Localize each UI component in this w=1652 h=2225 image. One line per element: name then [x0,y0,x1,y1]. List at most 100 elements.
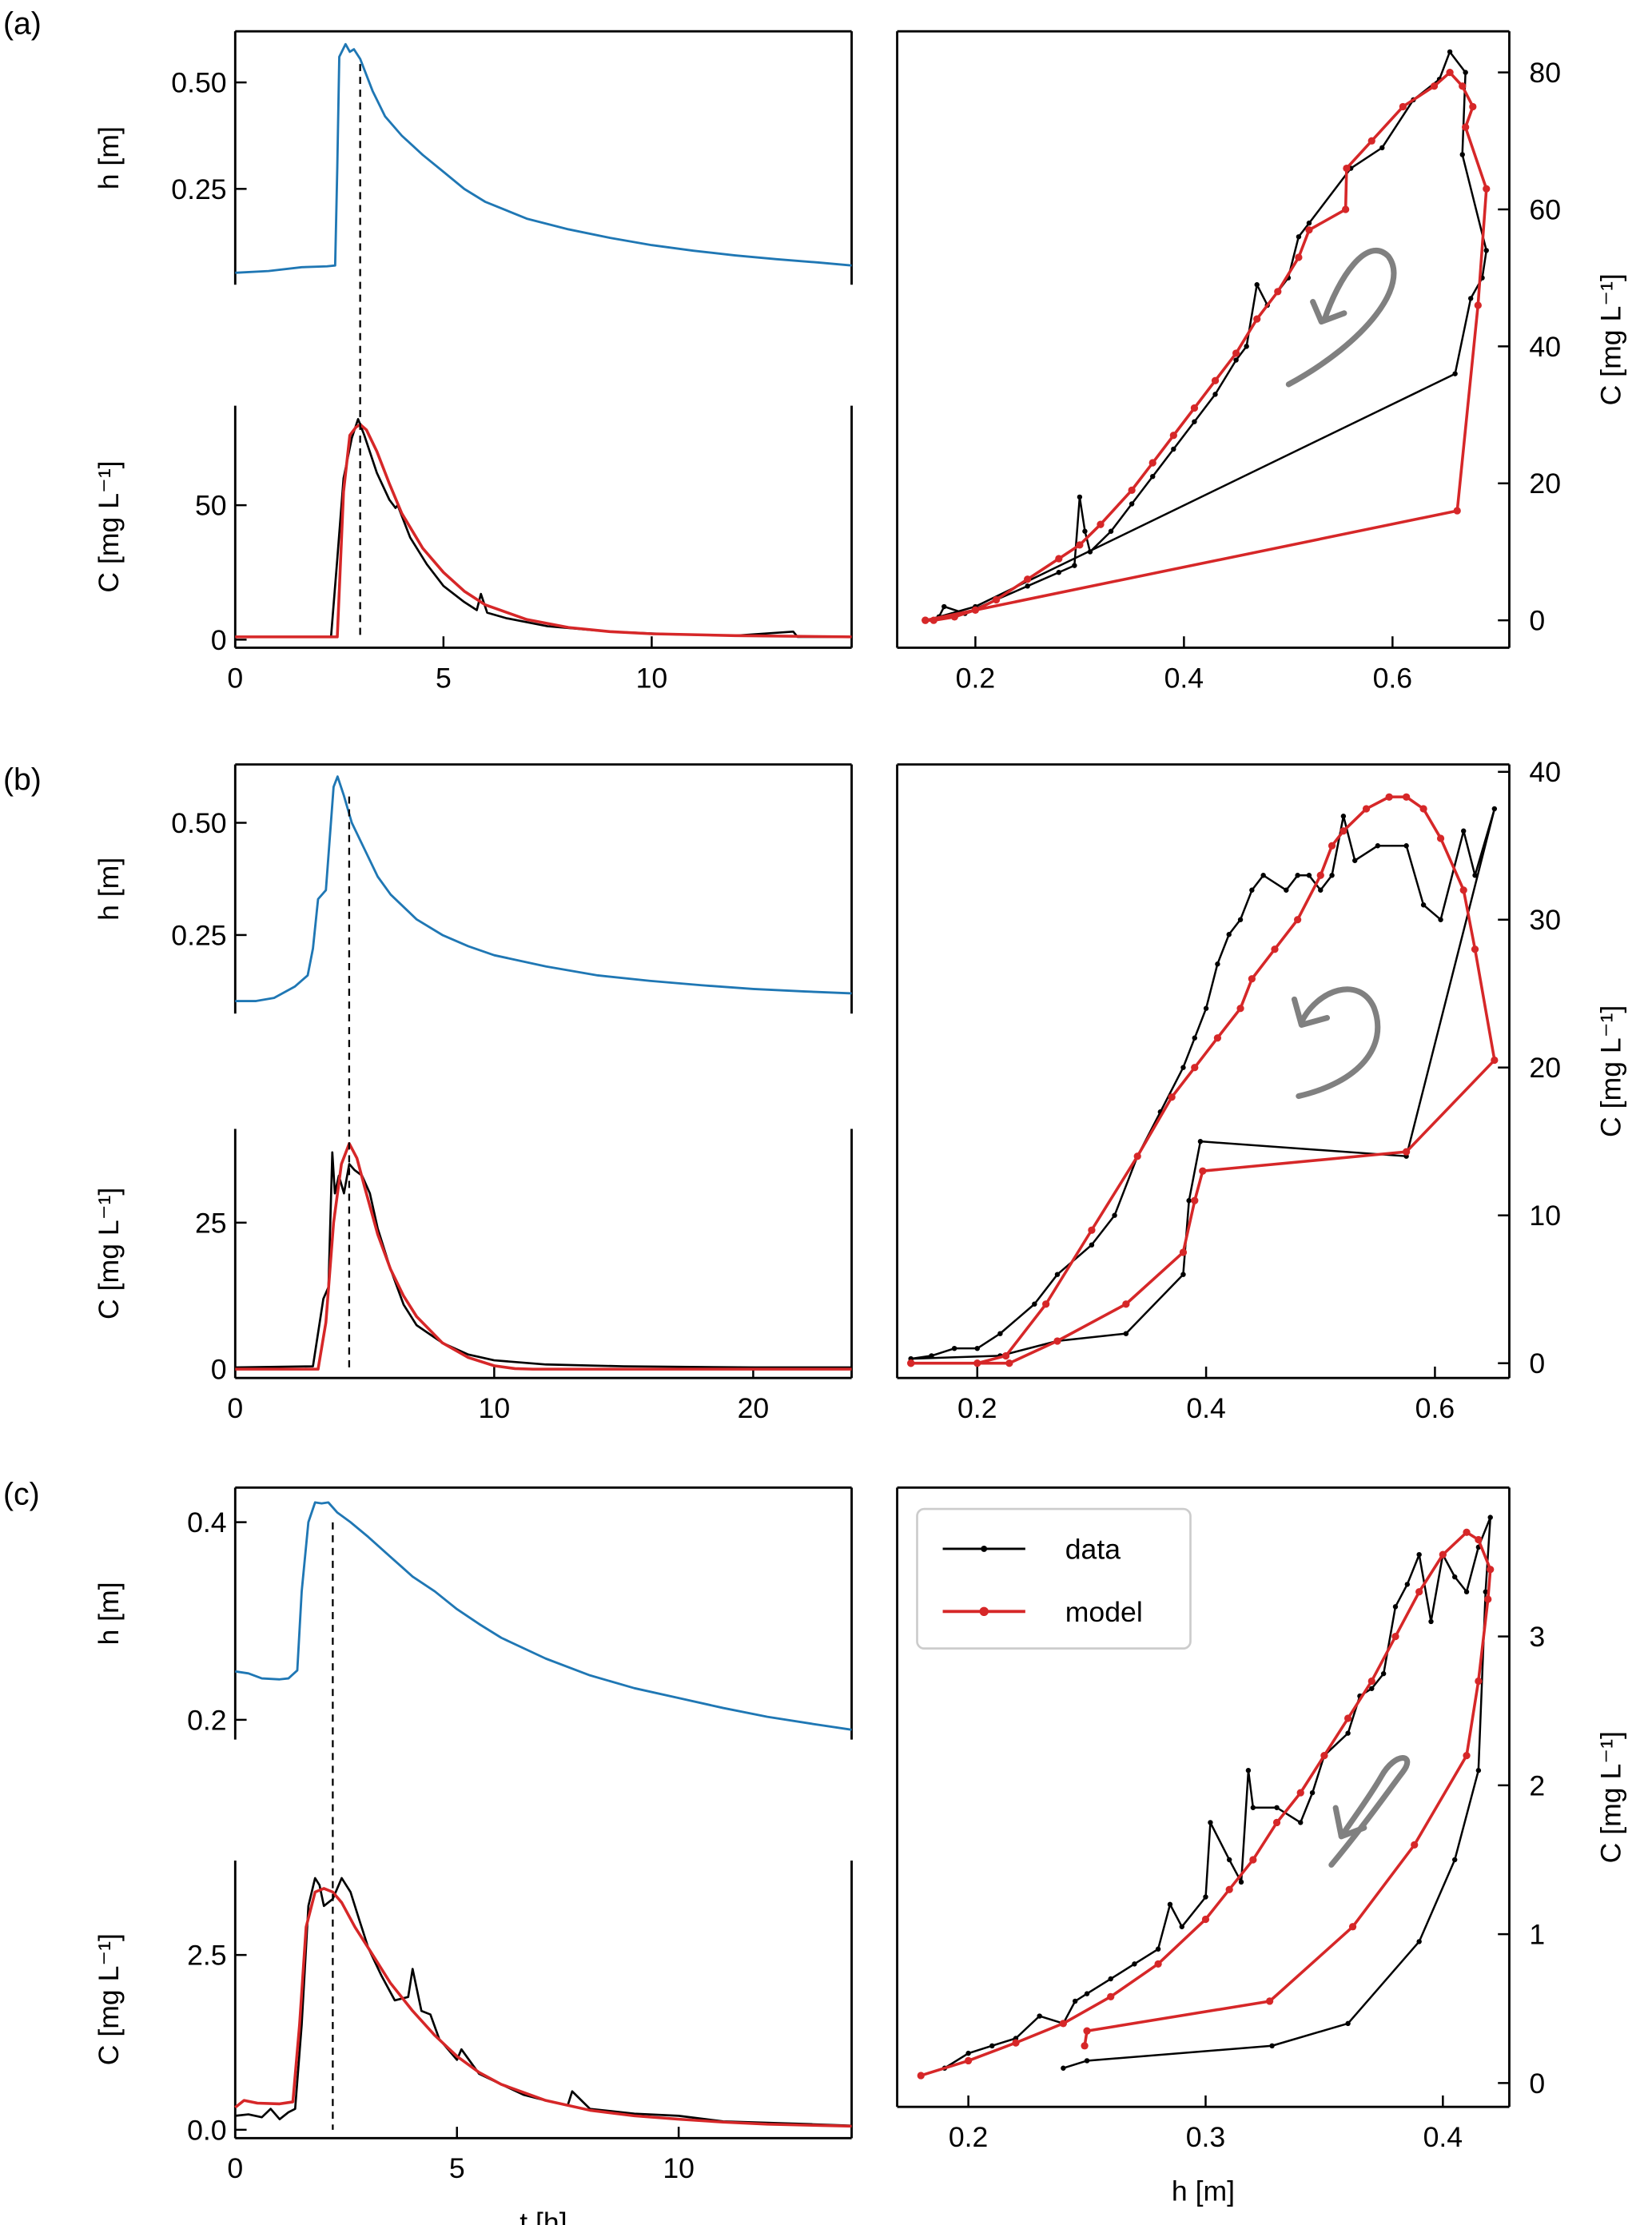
y-tick-label: 50 [195,490,227,522]
h-timeseries-axes: 0.25 0.50 h [m] [93,30,853,285]
h-axis-label: h [m] [93,1582,125,1645]
c-timeseries-axes: 0.0 2.5 0 5 10 C [mg L⁻¹] t [h] [93,1861,853,2225]
data-hysteresis-line-point [1260,873,1266,878]
y-tick-label: 0 [1529,605,1545,637]
model-hysteresis-line-point [1191,1196,1199,1204]
x-tick-label: 0.4 [1186,1392,1226,1424]
panel-label: (b) [3,763,42,798]
model-hysteresis-line-point [1133,1152,1141,1160]
model-hysteresis-line-point [1236,1005,1244,1013]
model-hysteresis-line-point [1340,827,1347,835]
x-tick-label: 5 [449,2152,465,2184]
model-hysteresis-line-point [992,595,1001,604]
data-hysteresis-line-point [1226,1857,1232,1863]
data-hysteresis-line-point [1451,1857,1458,1863]
model-hysteresis-line-point [1274,288,1282,296]
model-hysteresis-line-point [1439,1550,1447,1558]
data-hysteresis-line-point [1249,887,1255,893]
model-hysteresis-line-point [1491,1056,1499,1065]
data-hysteresis-line-point [1233,357,1239,363]
model-hysteresis-line-point [1362,805,1371,813]
data-hysteresis-line-point [1298,1820,1304,1825]
data-hysteresis-line-point [1451,1574,1458,1580]
model-hysteresis-line-point [1081,2042,1089,2050]
y-tick-label: 0.0 [187,2114,227,2146]
model-hysteresis-line-point [1367,1677,1375,1686]
data-hysteresis-line-point [1491,806,1498,812]
model-hysteresis-line-point [907,1359,915,1367]
y-tick-label: 80 [1529,57,1561,89]
model-hysteresis-line-point [1367,137,1375,145]
data-hysteresis-line-point [1306,873,1312,878]
model-hysteresis-line-point [1471,945,1479,953]
data-hysteresis-line-point [1192,419,1197,424]
data-hysteresis-line-point [1459,152,1465,157]
data-hysteresis-line-point [1215,961,1220,967]
model-hysteresis-line-point [1199,1167,1207,1175]
data-hysteresis-line-point [1296,234,1302,240]
model-hysteresis-line-point [1191,1064,1199,1072]
model-hysteresis-line-point [1232,349,1240,357]
data-timeseries-line [235,1877,852,2127]
data-hysteresis-line-point [1203,1894,1208,1900]
c-axis-label: C [mg L⁻¹] [93,1933,125,2065]
data-hysteresis-line-point [1032,1301,1037,1307]
model-hysteresis-line-point [1169,432,1177,440]
model-hysteresis-line-point [1190,404,1199,412]
model-hysteresis-line-point [1343,164,1351,173]
c-axis-label-right: C [mg L⁻¹] [1594,1731,1626,1863]
data-hysteresis-line-point [1084,1991,1090,1996]
model-hysteresis-line-point [1271,945,1279,953]
data-hysteresis-line-point [1416,1939,1422,1944]
model-hysteresis-line-point [1253,315,1261,323]
data-hysteresis-line-point [997,1331,1003,1336]
legend-data-label: data [1065,1533,1121,1565]
c-axis-label-right: C [mg L⁻¹] [1594,273,1626,405]
model-hysteresis-line-point [950,613,958,621]
c-timeseries-axes: 0 25 0 10 20 C [mg L⁻¹] [93,1128,853,1424]
data-hysteresis-line-point [1472,873,1478,878]
x-tick-label: 0 [227,1392,243,1424]
model-hysteresis-line-point [1249,1856,1257,1864]
model-hysteresis-line-point [1168,1093,1176,1101]
data-hysteresis-line-point [1467,296,1474,301]
model-hysteresis-line-point [917,2072,925,2080]
model-hysteresis-line-point [1474,301,1482,309]
time-axis-label: t [h] [519,2207,567,2225]
x-tick-label: 20 [738,1392,770,1424]
y-tick-label: 0.2 [187,1704,227,1736]
data-timeseries-line [235,418,852,639]
data-hysteresis-line-point [1180,1272,1186,1277]
data-hysteresis-line-point [1404,1582,1411,1587]
data-hysteresis-line-point [1203,1005,1209,1011]
model-hysteresis-line-point [1436,834,1445,842]
x-tick-label: 5 [436,662,452,694]
x-tick-label: 10 [479,1392,511,1424]
data-hysteresis-line-point [1284,887,1289,893]
data-hysteresis-line-point [1380,1670,1387,1677]
model-timeseries-line [235,423,852,639]
model-hysteresis-line-point [1463,1528,1471,1536]
data-hysteresis-line-point [1420,902,1427,908]
model-hysteresis-line-point [1459,82,1467,90]
model-hysteresis-line-point [1266,1997,1274,2005]
model-hysteresis-line-point [1148,459,1156,467]
data-hysteresis-line-point [1245,1768,1252,1773]
model-hysteresis-line-point [922,616,929,624]
h-axis-label: h [m] [93,858,125,921]
data-hysteresis-line-point [1180,1065,1186,1070]
model-hysteresis-line-point [1320,1751,1328,1760]
model-hysteresis-line-point [1399,102,1407,111]
data-hysteresis-line-point [1254,282,1260,288]
y-tick-label: 40 [1529,756,1561,788]
data-hysteresis-line-point [1129,501,1135,507]
y-tick-label: 30 [1529,904,1561,936]
y-tick-label: 0.50 [171,67,226,99]
model-hysteresis-line-point [1483,185,1491,193]
y-tick-label: 10 [1529,1200,1561,1232]
data-hysteresis-line-point [1416,1551,1422,1558]
data-hysteresis-line-point [1084,2058,1090,2064]
legend-data-marker [981,1546,988,1552]
data-hysteresis-line-point [951,1345,957,1351]
counterclockwise-arrow-icon [1285,248,1397,388]
